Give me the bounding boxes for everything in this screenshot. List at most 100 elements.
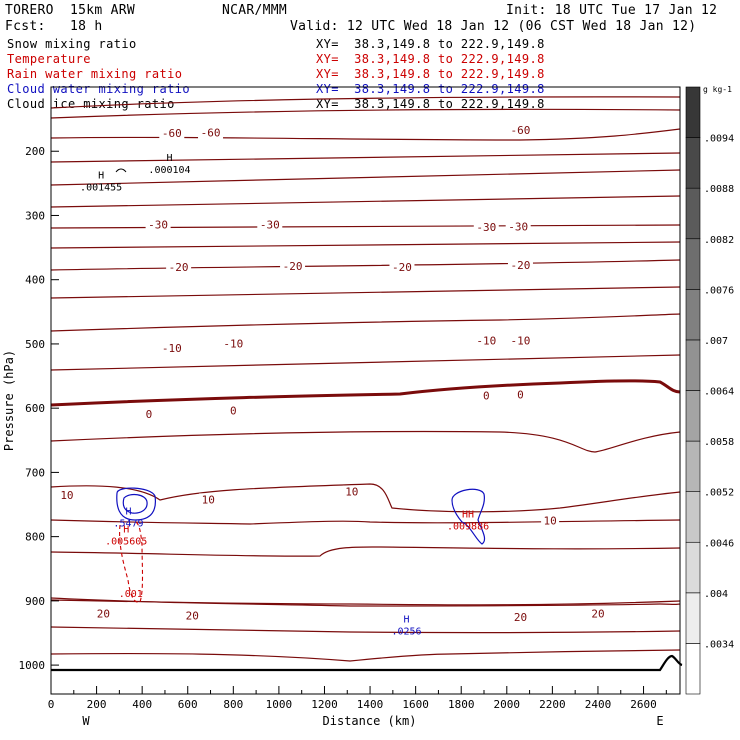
isotherm-label: -10 [162,342,182,355]
legend-xy-temperature: XY= 38.3,149.8 to 222.9,149.8 [316,52,545,66]
extremum-mark: H [125,506,131,517]
extremum-mark: H [123,524,129,535]
colorbar-label: .004 [704,589,728,600]
moisture-contours [115,168,486,603]
isotherm-label: 10 [345,486,358,499]
isotherm-label-bg-11 [159,341,185,354]
isotherm-label: -20 [283,260,303,273]
isotherm-label-bg-2 [507,124,533,137]
isotherm-line-8 [50,259,681,271]
isotherm-label-bg-15 [143,407,155,420]
colorbar-units: g kg-1 [703,85,732,94]
colorbar-step [685,137,701,189]
extremum-value: .005605 [105,536,147,547]
x-tick-label: 1000 [266,698,293,711]
isotherm-line-11 [50,354,681,371]
west-endpoint-label: W [82,714,90,728]
legend-name-temperature: Temperature [7,52,91,66]
x-tick-label: 2600 [630,698,657,711]
isotherm-label: 10 [543,515,556,528]
isotherm-line-12 [50,430,681,453]
colorbar-label: .0064 [704,387,734,398]
isotherm-label: -10 [476,335,496,348]
isotherm-label-bg-24 [183,609,202,622]
isotherm-label-bg-12 [220,337,246,350]
cloud-water-contour-west [116,487,157,521]
isotherm-line-10 [50,313,681,332]
x-tick-label: 0 [48,698,55,711]
isotherm-line-4 [50,169,681,186]
isotherm-label-bg-14 [507,334,533,347]
isotherm-label-bg-0 [159,127,185,140]
isotherm-line-2 [50,128,681,141]
isotherm-line-3 [50,152,681,163]
legend-name-rain: Rain water mixing ratio [7,67,183,81]
isotherm-label-bg-26 [588,607,607,620]
y-tick-label: 800 [25,531,45,544]
isotherm-line-9 [50,286,681,299]
y-tick-label: 500 [25,338,45,351]
isotherm-label-bg-1 [198,126,224,139]
y-tick-label: 700 [25,466,45,479]
colorbar-label: .007 [704,336,728,347]
isotherm-label: 0 [230,405,237,418]
terrain-line [51,654,683,672]
isotherm-line-17 [50,649,681,662]
isotherm-label-bg-7 [166,260,192,273]
colorbar-step [685,440,701,492]
isotherm-line-16 [50,599,681,606]
x-tick-label: 600 [178,698,198,711]
extremum-value: .5479 [113,518,143,529]
y-tick-label: 300 [25,209,45,222]
isotherm-label: 0 [483,389,490,402]
colorbar-step [685,491,701,543]
isotherm-line-14 [50,519,681,525]
isotherm-label-bg-6 [505,220,531,233]
isotherm-line-1 [50,108,681,119]
isotherm-label: -10 [223,337,243,350]
colorbar-label: .0046 [704,538,734,549]
colorbar-step [685,86,701,138]
contour-labels: -60 -60 -60 -30 -30 -30 -30 -20 -20 -20 -20 -10 -10 -… [57,124,607,637]
legend-xy-cloud-water: XY= 38.3,149.8 to 222.9,149.8 [316,82,545,96]
x-tick-label: 2400 [585,698,612,711]
isotherm-label: -60 [511,124,531,137]
isotherm-label: -60 [201,127,221,140]
isotherm-label-bg-13 [473,334,499,347]
isotherm-label-bg-20 [199,493,218,506]
isotherm-line-13 [50,483,681,513]
isotherm-label: 20 [186,610,199,623]
cloud-water-contour-east [451,488,486,545]
colorbar-step [685,592,701,644]
extremum-value: .000104 [148,165,190,176]
colorbar-step [685,187,701,240]
y-axis-title: Pressure (hPa) [2,350,16,451]
isotherm-label: -60 [162,127,182,140]
x-tick-label: 400 [132,698,152,711]
isotherm-label-bg-23 [94,607,113,620]
extremum-mark: H [166,153,172,164]
temperature-isotherms [50,96,683,672]
isotherm-zero-line [50,379,681,407]
isotherm-label: -30 [508,220,528,233]
isotherm-label-bg-25 [511,610,530,623]
isotherm-label-bg-8 [280,260,306,273]
colorbar-label: .0052 [704,488,734,499]
extremum-value: .0256 [391,626,421,637]
x-tick-label: 1200 [311,698,338,711]
legend-name-cloud-water: Cloud water mixing ratio [7,82,190,96]
legend-xy-cloud-ice: XY= 38.3,149.8 to 222.9,149.8 [316,97,545,111]
isotherm-line-6 [50,224,681,229]
valid-time: Valid: 12 UTC Wed 18 Jan 12 (06 CST Wed … [290,19,697,34]
isotherm-label: 20 [97,608,110,621]
colorbar-step [685,541,701,594]
isotherm-line-15 [50,546,681,557]
y-tick-label: 400 [25,274,45,287]
legend-name-snow: Snow mixing ratio [7,37,137,51]
extremum-value: .001 [119,589,143,600]
colorbar-label: .0034 [704,639,734,650]
isotherm-label-bg-4 [257,218,283,231]
x-tick-label: 1800 [448,698,475,711]
x-tick-label: 800 [223,698,243,711]
colorbar-step [685,238,701,290]
